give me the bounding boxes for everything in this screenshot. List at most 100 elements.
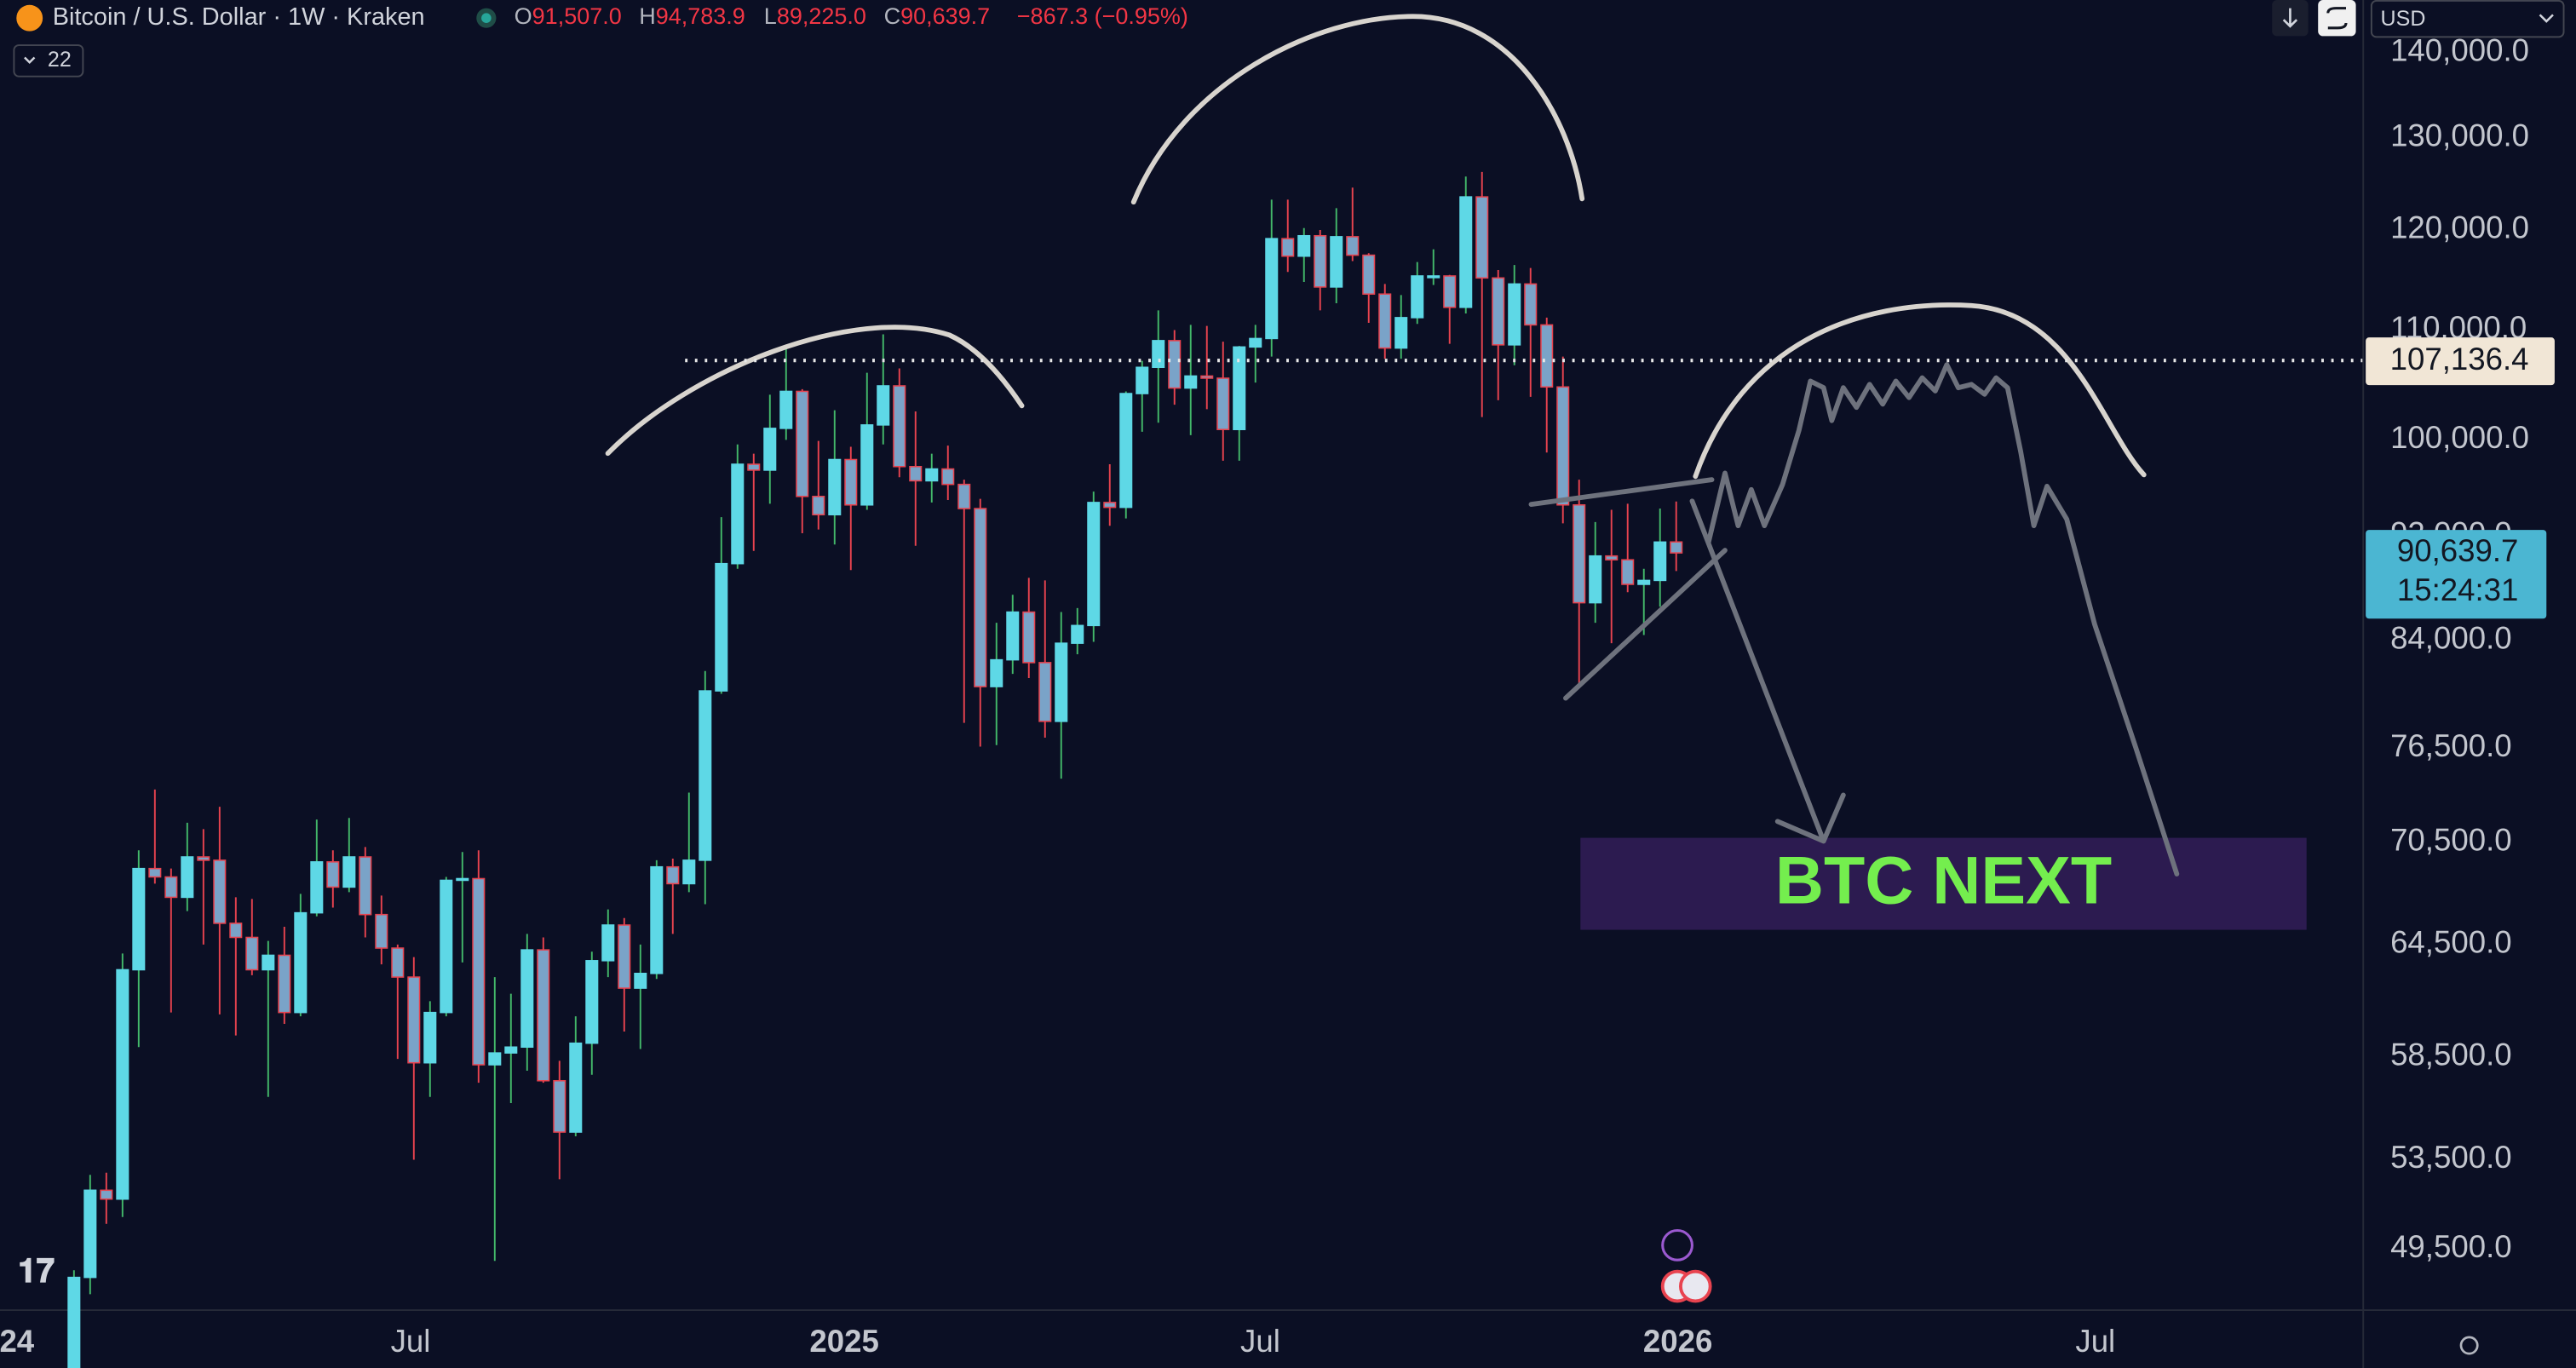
candle-body bbox=[1427, 275, 1440, 279]
last-price-label: 90,639.7 bbox=[2397, 533, 2519, 568]
arc-drawing bbox=[605, 325, 1025, 457]
arrow-drawing bbox=[1689, 498, 1846, 844]
candle-body bbox=[1055, 642, 1068, 722]
reset-button[interactable] bbox=[2318, 0, 2356, 37]
candle-body bbox=[1573, 503, 1586, 604]
candle-body bbox=[1540, 324, 1554, 388]
candle-body bbox=[1394, 317, 1408, 349]
candle-body bbox=[796, 390, 809, 497]
candle-body bbox=[1038, 662, 1052, 722]
x-tick-label: Jul bbox=[391, 1324, 431, 1359]
candle-body bbox=[1508, 283, 1521, 346]
ohlc-change: −867.3 (−0.95%) bbox=[1017, 3, 1188, 29]
candle-body bbox=[1281, 238, 1295, 257]
candle-body bbox=[423, 1011, 437, 1064]
candle-body bbox=[1103, 502, 1117, 509]
candle-body bbox=[197, 856, 210, 861]
candle-body bbox=[67, 1276, 81, 1368]
candle-body bbox=[1168, 340, 1182, 389]
candle-body bbox=[1637, 579, 1651, 585]
candle-body bbox=[569, 1042, 583, 1133]
candle-body bbox=[731, 463, 745, 565]
candle-body bbox=[278, 954, 291, 1014]
candle-body bbox=[1378, 293, 1392, 349]
candle-body bbox=[310, 861, 324, 914]
candle-body bbox=[359, 856, 372, 916]
candle-body bbox=[1184, 375, 1198, 389]
candle-body bbox=[520, 949, 534, 1049]
currency-label: USD bbox=[2381, 7, 2426, 31]
candle-body bbox=[294, 911, 308, 1014]
candle-body bbox=[941, 468, 955, 486]
candle-body bbox=[974, 508, 987, 687]
candle-body bbox=[634, 972, 647, 989]
ohlc-label: H bbox=[639, 3, 656, 29]
arc-drawing bbox=[1693, 302, 2147, 480]
x-tick-label: 2026 bbox=[1643, 1324, 1712, 1359]
candle-body bbox=[699, 690, 712, 861]
candle-body bbox=[585, 960, 599, 1044]
branding: 𝟏𝟕 bbox=[18, 1228, 2479, 1355]
candle-body bbox=[1200, 375, 1214, 379]
chevron-icon bbox=[2539, 14, 2554, 23]
ohlc-value: 90,639.7 bbox=[900, 3, 990, 29]
candle-body bbox=[618, 924, 631, 989]
candle-body bbox=[828, 458, 842, 516]
x-tick-label: 2025 bbox=[809, 1324, 878, 1359]
candle-body bbox=[1136, 366, 1149, 394]
candle-body bbox=[116, 969, 129, 1200]
trend-line-drawing bbox=[1528, 477, 1715, 507]
header: Bitcoin / U.S. Dollar · 1W · Kraken O91,… bbox=[13, 3, 1188, 78]
candle-body bbox=[440, 879, 453, 1014]
candle-body bbox=[1216, 377, 1230, 430]
candle-body bbox=[1330, 236, 1343, 288]
candle-body bbox=[391, 947, 405, 978]
candle-body bbox=[957, 483, 971, 509]
ohlc-label: C bbox=[884, 3, 901, 29]
x-tick-label: Jul bbox=[2075, 1324, 2115, 1359]
ohlc-value: 94,783.9 bbox=[656, 3, 745, 29]
candle-body bbox=[488, 1052, 502, 1066]
y-tick-label: 120,000.0 bbox=[2390, 210, 2529, 245]
arc-drawing bbox=[1130, 14, 1585, 205]
candle-body bbox=[1589, 555, 1602, 604]
trend-line-drawing bbox=[1563, 548, 1728, 701]
candle-body bbox=[925, 468, 939, 482]
candle-body bbox=[1475, 196, 1489, 279]
indicators-toggle[interactable] bbox=[13, 44, 84, 78]
candle-body bbox=[537, 949, 550, 1082]
candle-body bbox=[456, 877, 469, 882]
candle-body bbox=[245, 936, 259, 971]
y-tick-label: 64,500.0 bbox=[2390, 924, 2512, 959]
path-drawing bbox=[1705, 362, 2180, 877]
annotation-text: BTC NEXT bbox=[1775, 842, 2112, 917]
candle-body bbox=[100, 1189, 113, 1200]
x-tick-label: Jul bbox=[1240, 1324, 1280, 1359]
candle-body bbox=[1556, 386, 1570, 506]
y-tick-label: 58,500.0 bbox=[2390, 1037, 2512, 1072]
candle-body bbox=[682, 859, 696, 885]
candle-body bbox=[1233, 346, 1246, 430]
y-tick-label: 84,000.0 bbox=[2390, 621, 2512, 656]
ohlc-value: 91,507.0 bbox=[532, 3, 622, 29]
candle-body bbox=[375, 913, 388, 949]
currency-select[interactable] bbox=[2370, 0, 2565, 38]
candle-body bbox=[1362, 254, 1376, 295]
candle-body bbox=[1411, 275, 1424, 319]
ohlc-values: O91,507.0 H94,783.9 L89,225.0 C90,639.7 … bbox=[515, 3, 1188, 29]
ohlc-label: O bbox=[515, 3, 532, 29]
settings-icon[interactable] bbox=[2459, 1336, 2479, 1355]
countdown-label: 15:24:31 bbox=[2397, 572, 2519, 607]
candle-body bbox=[1492, 277, 1505, 346]
candle-body bbox=[747, 463, 761, 471]
candle-body bbox=[407, 976, 421, 1064]
y-tick-label: 100,000.0 bbox=[2390, 420, 2529, 455]
candle-body bbox=[1653, 541, 1667, 582]
candle-body bbox=[1265, 238, 1279, 340]
candle-body bbox=[715, 562, 728, 692]
candle-body bbox=[472, 877, 486, 1066]
candle-body bbox=[1071, 624, 1084, 644]
candle-body bbox=[763, 428, 777, 471]
